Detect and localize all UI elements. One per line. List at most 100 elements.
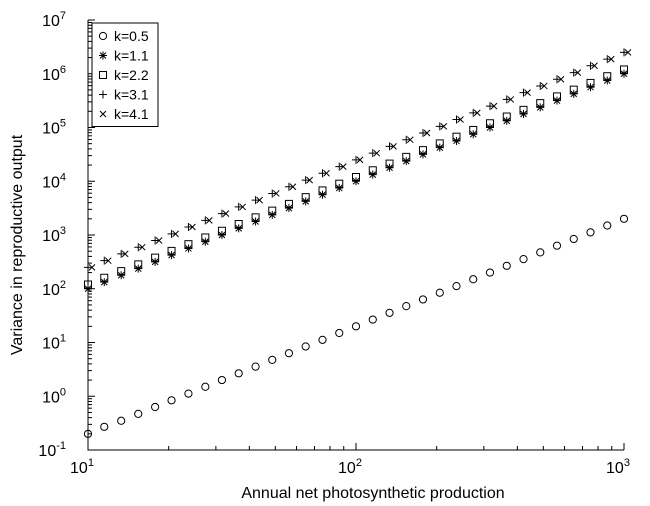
legend-marker [98, 31, 108, 41]
data-point [452, 282, 461, 291]
data-point [586, 228, 595, 237]
data-point [201, 216, 210, 225]
legend-label: k=4.1 [114, 106, 149, 122]
data-point [268, 210, 277, 219]
legend-label: k=1.1 [114, 48, 149, 64]
data-point [603, 76, 612, 85]
data-point [519, 105, 528, 114]
data-point [524, 89, 531, 97]
data-point [239, 203, 247, 211]
data-point [301, 193, 310, 202]
y-axis-label: Variance in reproductive output [9, 134, 26, 355]
data-point [117, 416, 126, 425]
data-point [256, 196, 263, 204]
data-point [217, 209, 226, 218]
data-point [289, 183, 297, 191]
legend-marker [99, 71, 107, 79]
data-point [619, 214, 629, 223]
data-point [607, 55, 615, 63]
data-point [234, 369, 243, 378]
data-point [418, 146, 427, 155]
data-point [272, 190, 280, 197]
data-point [83, 429, 93, 438]
data-point [251, 196, 260, 205]
data-point [217, 231, 226, 239]
data-point [385, 142, 394, 151]
legend-marker [99, 110, 107, 118]
data-point [201, 237, 210, 246]
data-point [418, 128, 427, 137]
data-point [557, 75, 565, 83]
data-point [323, 169, 330, 177]
x-tick-label: 101 [70, 457, 94, 477]
data-point [591, 62, 598, 70]
data-point [167, 229, 176, 238]
data-point [88, 264, 96, 271]
data-point [167, 251, 176, 260]
data-point [624, 49, 632, 56]
data-point [335, 162, 344, 171]
data-point [100, 273, 109, 282]
data-point [586, 61, 595, 70]
y-tick-label: 100 [42, 386, 66, 406]
data-point [569, 234, 578, 244]
data-point [469, 125, 478, 134]
data-point [318, 169, 327, 178]
data-point [485, 102, 494, 111]
legend-marker [99, 90, 107, 99]
data-point [151, 257, 160, 266]
data-point [251, 362, 260, 371]
y-tick-label: 102 [42, 279, 66, 299]
data-point [452, 132, 461, 141]
data-point [552, 75, 561, 84]
data-point [569, 89, 578, 98]
series-plus [84, 48, 628, 272]
data-point [301, 342, 310, 351]
data-point [189, 223, 196, 231]
data-point [519, 255, 528, 264]
data-point [217, 375, 227, 385]
legend-marker [99, 51, 107, 60]
axes: 10-1 100 101 102 103 104 105 106 107 101 102 103 [38, 10, 630, 477]
series-asterisk [84, 69, 628, 293]
data-point [469, 130, 478, 139]
series-cross [88, 49, 632, 271]
axis-frame [87, 20, 624, 451]
data-point [138, 243, 146, 251]
data-point [134, 260, 143, 269]
data-point [104, 257, 112, 265]
data-point [356, 156, 364, 164]
data-point [335, 183, 344, 192]
data-point [390, 143, 397, 150]
x-tick-label: 102 [338, 457, 362, 477]
data-point [222, 210, 230, 217]
data-point [603, 55, 612, 64]
data-point [234, 220, 243, 229]
data-point [318, 186, 327, 195]
legend-box [91, 22, 159, 127]
y-tick-label: 106 [42, 64, 66, 84]
data-point [284, 349, 294, 358]
data-point [385, 308, 394, 317]
data-point [552, 241, 562, 250]
data-point [205, 217, 213, 224]
data-point [368, 315, 377, 324]
data-point [603, 72, 612, 81]
data-point [423, 129, 431, 137]
data-point [552, 92, 561, 101]
data-point [402, 302, 411, 311]
data-point [284, 182, 293, 191]
data-point [339, 163, 347, 170]
data-point [418, 295, 428, 304]
data-point [385, 163, 394, 172]
data-point [485, 123, 494, 132]
data-point [121, 250, 129, 258]
data-point [84, 263, 92, 272]
data-point [502, 116, 511, 125]
data-point [435, 139, 444, 148]
data-point [603, 221, 612, 230]
data-point [457, 116, 464, 123]
data-point [373, 149, 381, 157]
data-point [151, 402, 160, 412]
